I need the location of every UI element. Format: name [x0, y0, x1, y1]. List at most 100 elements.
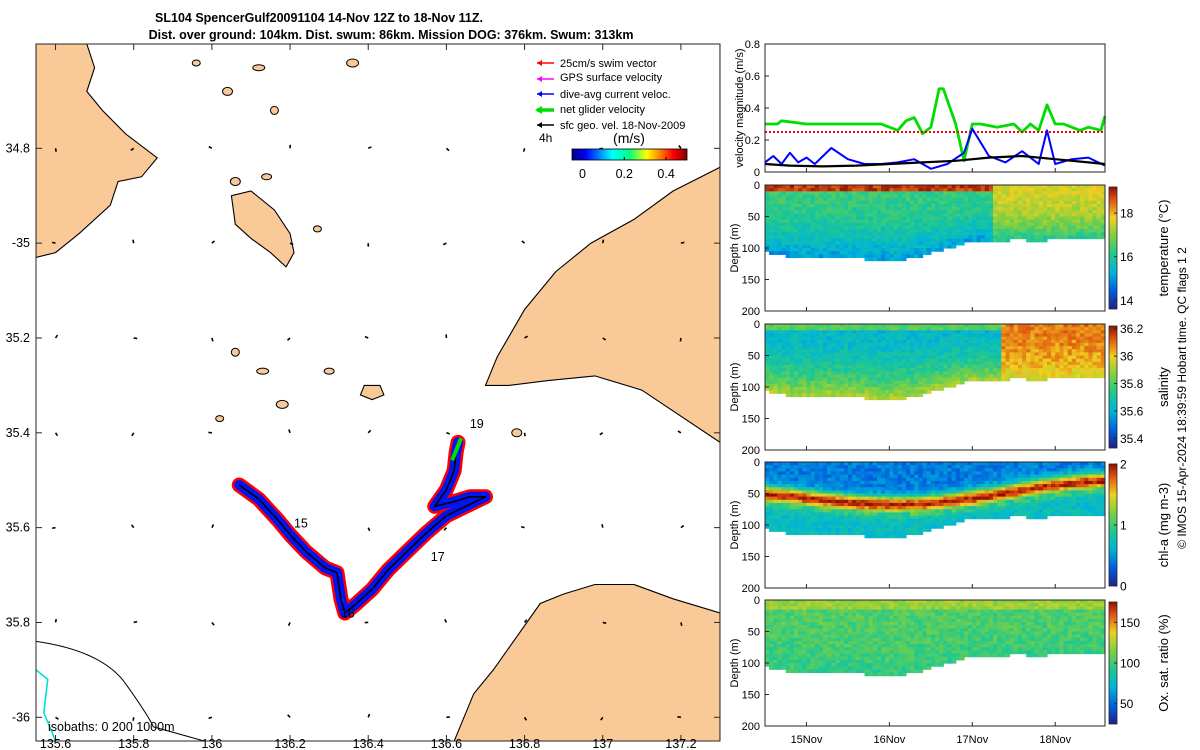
- section-cell: [980, 377, 986, 382]
- section-cell: [831, 352, 837, 357]
- section-cell: [1047, 185, 1052, 189]
- section-cell: [976, 197, 982, 202]
- section-cell: [847, 518, 853, 523]
- section-cell: [1047, 194, 1052, 199]
- section-cell: [906, 188, 911, 192]
- section-cell: [1084, 361, 1090, 366]
- section-cell: [789, 368, 795, 372]
- current-arrow: [443, 527, 448, 531]
- section-cell: [827, 393, 832, 398]
- section-cell: [835, 330, 841, 335]
- section-cell: [777, 480, 783, 485]
- section-cell: [1055, 219, 1060, 224]
- section-cell: [901, 327, 907, 331]
- section-cell: [897, 222, 903, 227]
- section-cell: [877, 502, 882, 507]
- section-cell: [997, 327, 1002, 331]
- section-cell: [1017, 336, 1023, 341]
- section-cell: [769, 465, 774, 469]
- section-cell: [872, 377, 878, 382]
- section-cell: [897, 383, 903, 388]
- section-cell: [964, 213, 969, 218]
- section-cell: [810, 518, 816, 523]
- section-cell: [806, 387, 812, 391]
- section-cell: [1017, 502, 1023, 507]
- section-cell: [773, 219, 779, 224]
- section-cell: [765, 462, 770, 466]
- section-cell: [959, 222, 965, 227]
- section-cell: [993, 225, 998, 230]
- section-cell: [765, 368, 770, 372]
- section-cell: [955, 462, 961, 466]
- section-cell: [835, 197, 841, 202]
- section-cell: [885, 512, 890, 517]
- section-cell: [798, 222, 803, 227]
- section-cell: [930, 474, 936, 479]
- section-cell: [918, 185, 924, 189]
- section-cell: [959, 194, 965, 199]
- section-cell: [1059, 213, 1065, 218]
- section-cell: [856, 387, 861, 391]
- section-cell: [827, 241, 832, 246]
- section-cell: [1100, 349, 1105, 353]
- section-cell: [794, 380, 799, 385]
- section-cell: [785, 374, 791, 379]
- section-cell: [1001, 191, 1007, 196]
- section-cell: [901, 361, 907, 366]
- section-cell: [881, 352, 886, 357]
- section-cell: [794, 487, 799, 491]
- section-cell: [835, 254, 841, 259]
- section-cell: [777, 213, 783, 218]
- section-cell: [877, 219, 882, 224]
- isobaths-note: isobaths: 0 200 1000m: [48, 720, 174, 734]
- section-cell: [1092, 216, 1098, 221]
- section-cell: [785, 203, 791, 208]
- section-cell: [1013, 346, 1019, 350]
- section-cell: [964, 515, 969, 520]
- section-cell: [930, 374, 936, 379]
- section-cell: [914, 333, 920, 338]
- section-cell: [1013, 465, 1019, 469]
- section-cell: [818, 496, 824, 501]
- section-cell: [872, 484, 878, 488]
- section-cell: [872, 210, 878, 214]
- section-cell: [922, 191, 928, 196]
- section-cell: [1026, 368, 1031, 372]
- section-cell: [860, 496, 866, 501]
- section-cell: [935, 339, 940, 344]
- section-cell: [935, 330, 940, 335]
- section-cell: [964, 188, 969, 192]
- section-cell: [1022, 342, 1027, 347]
- section-cell: [1071, 188, 1077, 192]
- section-cell: [852, 387, 857, 391]
- section-cell: [885, 330, 890, 335]
- section-cell: [885, 480, 890, 485]
- current-arrow: [602, 337, 607, 341]
- section-cell: [947, 371, 953, 376]
- section-cell: [1096, 222, 1102, 227]
- section-cell: [847, 203, 853, 208]
- section-cell: [1030, 200, 1036, 205]
- section-cell: [814, 487, 820, 491]
- section-cell: [914, 330, 920, 335]
- section-cell: [988, 468, 994, 473]
- section-cell: [939, 238, 944, 243]
- section-cell: [1005, 368, 1011, 372]
- section-cell: [964, 493, 969, 498]
- section-cell: [877, 229, 882, 233]
- section-cell: [847, 349, 853, 353]
- section-cell: [1001, 358, 1007, 363]
- section-cell: [976, 191, 982, 196]
- section-cell: [872, 324, 878, 328]
- section-cell: [976, 512, 982, 517]
- section-cell: [910, 484, 915, 488]
- map-colorbar: 4h (m/s) 0 0.2 0.4: [539, 130, 688, 181]
- section-cell: [802, 487, 808, 491]
- section-cell: [1100, 197, 1105, 202]
- section-cell: [918, 465, 924, 469]
- section-cell: [827, 349, 832, 353]
- map-x-tick-label: 135.8: [118, 737, 149, 750]
- legend-label-gps-velocity: GPS surface velocity: [560, 72, 663, 84]
- section-cell: [984, 484, 990, 488]
- section-cell: [1017, 506, 1023, 510]
